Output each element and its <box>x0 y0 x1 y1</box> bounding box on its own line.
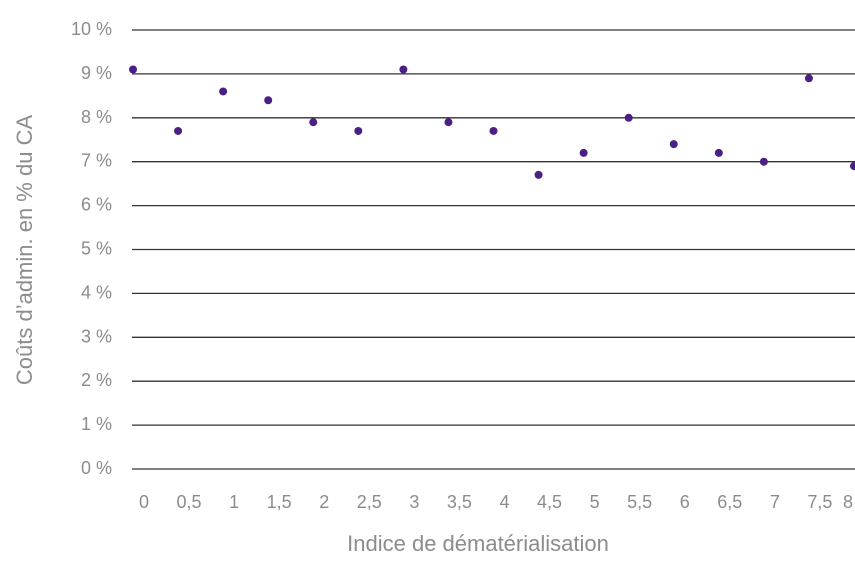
y-tick-label: 3 % <box>81 326 112 346</box>
data-point <box>804 74 813 83</box>
data-point <box>669 140 678 149</box>
x-tick-label: 3 <box>409 492 419 512</box>
data-point <box>714 148 723 157</box>
x-tick-label: 4,5 <box>537 492 562 512</box>
data-point <box>399 65 408 74</box>
x-tick-label: 6,5 <box>717 492 742 512</box>
y-tick-label: 2 % <box>81 370 112 390</box>
data-point <box>534 170 543 179</box>
y-tick-label: 0 % <box>81 458 112 478</box>
y-axis-ticks: 0 % 1 % 2 % 3 % 4 % 5 % 6 % 7 % 8 % 9 % 10 % <box>71 19 112 478</box>
data-point <box>174 126 183 135</box>
data-point <box>444 118 453 127</box>
y-tick-label: 7 % <box>81 151 112 171</box>
x-tick-label: 7,5 <box>807 492 832 512</box>
x-tick-label: 0 <box>139 492 149 512</box>
x-tick-label: 5 <box>590 492 600 512</box>
x-tick-label: 6 <box>680 492 690 512</box>
y-tick-label: 9 % <box>81 63 112 83</box>
y-axis-title: Coûts d’admin. en % du CA <box>12 115 37 386</box>
x-tick-label: 1 <box>229 492 239 512</box>
x-tick-label: 4 <box>499 492 509 512</box>
data-point <box>129 65 137 74</box>
data-point <box>579 148 588 157</box>
x-tick-label: 2 <box>319 492 329 512</box>
data-points <box>129 65 855 179</box>
y-tick-label: 6 % <box>81 195 112 215</box>
x-tick-label: 3,5 <box>447 492 472 512</box>
data-point <box>219 87 228 96</box>
y-tick-label: 4 % <box>81 282 112 302</box>
x-axis-ticks: 0 0,5 1 1,5 2 2,5 3 3,5 4 4,5 5 5,5 6 6,5 7 7,5 8 <box>139 492 853 512</box>
data-point <box>850 162 855 171</box>
y-tick-label: 8 % <box>81 107 112 127</box>
data-point <box>309 118 318 127</box>
y-tick-label: 5 % <box>81 239 112 259</box>
x-tick-label: 0,5 <box>177 492 202 512</box>
data-point <box>264 96 273 105</box>
x-tick-label: 8 <box>843 492 853 512</box>
x-tick-label: 7 <box>770 492 780 512</box>
y-tick-label: 1 % <box>81 414 112 434</box>
data-point <box>624 113 633 122</box>
data-point <box>759 157 768 166</box>
x-tick-label: 1,5 <box>267 492 292 512</box>
gridlines <box>132 29 855 470</box>
x-tick-label: 5,5 <box>627 492 652 512</box>
x-axis-title: Indice de dématérialisation <box>347 531 609 556</box>
x-tick-label: 2,5 <box>357 492 382 512</box>
y-tick-label: 10 % <box>71 19 112 39</box>
data-point <box>354 126 363 135</box>
data-point <box>489 126 498 135</box>
